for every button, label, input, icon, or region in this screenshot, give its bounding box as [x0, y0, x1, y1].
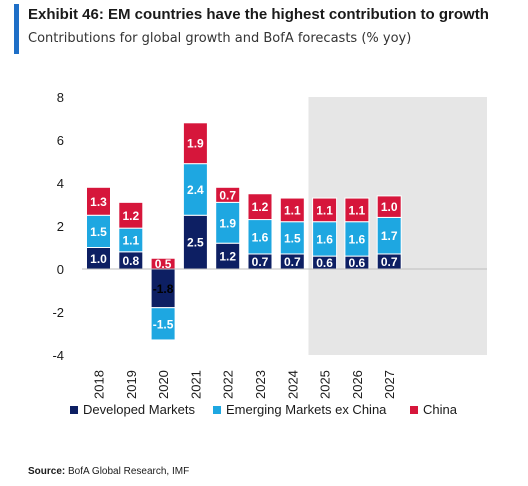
data-label: 0.7 [252, 255, 269, 269]
y-tick-label: -4 [52, 348, 64, 363]
data-label: 1.7 [381, 229, 398, 243]
legend-swatch [410, 406, 418, 414]
x-tick-label: 2023 [253, 370, 268, 399]
x-tick-label: 2026 [350, 370, 365, 399]
data-label: 1.3 [90, 195, 107, 209]
x-tick-label: 2024 [285, 370, 300, 399]
bar-segment [215, 201, 241, 244]
legend-swatch [213, 406, 221, 414]
data-label: 1.1 [349, 203, 366, 217]
bar-segment [344, 221, 370, 257]
data-label: 1.1 [284, 203, 301, 217]
data-label: 1.6 [349, 232, 366, 246]
data-label: 1.2 [252, 200, 269, 214]
data-label: 0.8 [122, 254, 139, 268]
bar-segment [86, 186, 111, 216]
data-label: 1.5 [284, 231, 301, 245]
data-label: 1.6 [252, 230, 269, 244]
bar-segment [150, 307, 176, 341]
bar-segment [376, 216, 402, 255]
data-label: 0.6 [316, 256, 333, 270]
bar-segment [182, 122, 208, 165]
bar-segment [215, 242, 241, 270]
y-tick-label: 2 [57, 219, 64, 234]
y-tick-label: 8 [57, 90, 64, 105]
data-label: 0.6 [349, 256, 366, 270]
bar-segment [279, 197, 305, 223]
x-tick-label: 2025 [318, 370, 333, 399]
bar-segment [118, 201, 144, 229]
y-tick-label: 4 [57, 176, 64, 191]
data-label: -1.5 [153, 317, 174, 331]
data-label: 2.5 [187, 236, 204, 250]
bar-segment [247, 193, 273, 221]
bar-segment [312, 197, 338, 223]
x-tick-label: 2020 [156, 370, 171, 399]
title-accent-bar [14, 4, 19, 54]
data-label: 0.7 [219, 188, 236, 202]
bar-segment [247, 219, 273, 255]
data-label: 1.5 [90, 225, 107, 239]
chart-subtitle: Contributions for global growth and BofA… [28, 31, 412, 46]
y-tick-label: 6 [57, 133, 64, 148]
data-label: 1.1 [316, 203, 333, 217]
data-label: 1.2 [122, 209, 139, 223]
x-tick-label: 2019 [124, 370, 139, 399]
legend-label: China [423, 402, 458, 417]
source-text: BofA Global Research, IMF [68, 466, 190, 477]
bar-chart: 8 6 4 2 0 -2 -4 1.0 1.5 1.3 0.8 1.1 1.2 -1.8 -1.5 0.5 2.… [52, 90, 487, 417]
data-label: 1.1 [122, 233, 139, 247]
data-label: 0.5 [155, 257, 172, 271]
chart-title: Exhibit 46: EM countries have the highes… [28, 6, 489, 23]
bar-segment [215, 186, 241, 203]
legend-label: Emerging Markets ex China [226, 402, 387, 417]
data-label: 0.7 [381, 255, 398, 269]
data-label: 1.9 [219, 216, 236, 230]
data-label: 0.7 [284, 255, 301, 269]
y-tick-label: 0 [57, 262, 64, 277]
bar-segment [344, 197, 370, 223]
legend-swatch [70, 406, 78, 414]
x-tick-label: 2018 [92, 370, 107, 399]
data-label: 1.0 [381, 200, 398, 214]
data-label: 1.9 [187, 137, 204, 151]
data-label: 1.6 [316, 232, 333, 246]
bar-segment [279, 221, 305, 255]
legend-label: Developed Markets [83, 402, 195, 417]
source-label: Source: [28, 466, 66, 477]
x-tick-label: 2021 [188, 370, 203, 399]
data-label: 1.0 [90, 252, 107, 266]
x-tick-label: 2022 [221, 370, 236, 399]
source-note: Source: BofA Global Research, IMF [28, 466, 189, 477]
data-label: -1.8 [153, 282, 174, 296]
x-tick-label: 2027 [382, 370, 397, 399]
data-label: 2.4 [187, 183, 204, 197]
y-tick-label: -2 [52, 305, 64, 320]
data-label: 1.2 [219, 250, 236, 264]
bar-segment [376, 195, 402, 218]
